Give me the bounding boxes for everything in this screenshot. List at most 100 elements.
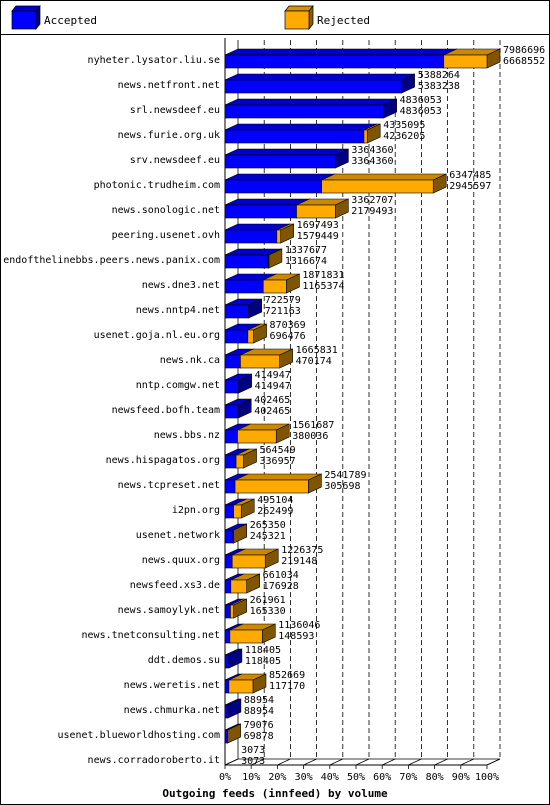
category-label: ddt.demos.su xyxy=(148,655,220,666)
data-label-total: 1697493 xyxy=(297,220,339,231)
bar-rejected xyxy=(267,254,270,269)
legend-swatch xyxy=(11,10,37,30)
data-label-accepted: 219148 xyxy=(281,556,317,567)
tick-line xyxy=(355,758,370,766)
tick-line xyxy=(434,758,448,766)
bar-accepted xyxy=(224,104,384,119)
category-label: news.weretis.net xyxy=(124,680,220,691)
bar-accepted xyxy=(224,529,234,544)
data-label-accepted: 117170 xyxy=(269,681,305,692)
data-label-accepted: 165330 xyxy=(250,606,286,617)
data-label-total: 870369 xyxy=(270,320,306,331)
plot-area: 0% 10% 20% 30% 40% 50% 60% 70% 80% 90% 100% nyheter… xyxy=(3,38,545,783)
data-label-accepted: 118405 xyxy=(245,656,281,667)
legend: Accepted Rejected xyxy=(11,5,370,30)
x-tick-label: 10% xyxy=(242,772,260,783)
category-label: endofthelinebbs.peers.news.panix.com xyxy=(3,255,220,266)
bar-accepted xyxy=(224,129,365,144)
bar-rejected-top xyxy=(234,473,322,481)
bar-accepted-side xyxy=(228,648,243,669)
bar-rejected xyxy=(233,504,242,519)
category-label: nyheter.lysator.liu.se xyxy=(88,55,220,66)
category-label: news.sonologic.net xyxy=(112,205,220,216)
category-label: news.nntp4.net xyxy=(136,305,220,316)
tick-line xyxy=(224,758,239,766)
bar-accepted xyxy=(224,429,238,444)
data-label-total: 852669 xyxy=(269,670,305,681)
data-label-accepted: 69878 xyxy=(244,731,274,742)
data-label-accepted: 470174 xyxy=(296,356,332,367)
category-label: srv.newsdeef.eu xyxy=(130,155,220,166)
legend-swatch xyxy=(284,10,310,30)
bar-accepted-top xyxy=(224,73,415,81)
x-tick-label: 0% xyxy=(219,772,231,783)
category-label: news.quux.org xyxy=(142,555,220,566)
bar-accepted xyxy=(224,629,231,644)
bar-accepted xyxy=(224,604,231,619)
bar-rejected xyxy=(230,604,234,619)
bar-rejected xyxy=(232,529,235,544)
data-label-total: 495104 xyxy=(257,495,293,506)
bar-accepted xyxy=(224,654,230,669)
tick-line xyxy=(408,758,422,766)
data-label-accepted: 262499 xyxy=(257,506,293,517)
data-label-total: 402465 xyxy=(254,395,290,406)
bar-accepted-top xyxy=(224,148,349,156)
bar-accepted xyxy=(224,504,234,519)
data-label-total: 118405 xyxy=(245,645,281,656)
bar-rejected xyxy=(262,279,287,294)
bar-rejected xyxy=(296,204,336,219)
x-tick-label: 50% xyxy=(347,772,365,783)
bar-rejected xyxy=(240,354,280,369)
bar-rejected xyxy=(234,479,309,494)
data-label-total: 661034 xyxy=(263,570,299,581)
bar-accepted-top xyxy=(224,98,397,106)
tick-line xyxy=(460,758,474,766)
bar-accepted xyxy=(224,554,233,569)
category-label: newsfeed.xs3.de xyxy=(130,580,220,591)
data-label-accepted: 176928 xyxy=(263,581,299,592)
data-label-accepted: 3073 xyxy=(241,756,265,767)
x-tick-label: 100% xyxy=(475,772,499,783)
bar-accepted-top xyxy=(224,198,310,206)
data-label-accepted: 2945597 xyxy=(449,181,491,192)
bar-accepted xyxy=(224,454,237,469)
bar-rejected xyxy=(235,454,244,469)
bar-rejected-top xyxy=(321,173,447,181)
category-label: news.corradoroberto.it xyxy=(88,755,220,766)
category-label: news.netfront.net xyxy=(118,80,220,91)
data-label-accepted: 696476 xyxy=(270,331,306,342)
bar-accepted-top xyxy=(224,48,457,56)
category-label: news.dne3.net xyxy=(142,280,220,291)
data-label-total: 1337677 xyxy=(285,245,327,256)
bar-accepted-side xyxy=(227,698,242,719)
bar-accepted-top xyxy=(224,173,335,181)
data-label-total: 7986696 xyxy=(503,45,545,56)
data-label-total: 1226375 xyxy=(281,545,323,556)
legend-swatch-top xyxy=(11,5,41,12)
x-tick-label: 90% xyxy=(452,772,470,783)
data-label-total: 1871831 xyxy=(302,270,344,281)
data-label-accepted: 380036 xyxy=(292,431,328,442)
data-label-total: 564549 xyxy=(260,445,296,456)
data-label-accepted: 148593 xyxy=(278,631,314,642)
data-label-accepted: 5383238 xyxy=(418,81,460,92)
tick-line xyxy=(382,758,396,766)
data-label-total: 1665831 xyxy=(296,345,338,356)
category-label: photonic.trudheim.com xyxy=(94,180,220,191)
data-label-accepted: 245321 xyxy=(250,531,286,542)
category-label: news.nk.ca xyxy=(160,355,220,366)
bar-rejected xyxy=(228,679,254,694)
bar-rejected xyxy=(276,229,281,244)
category-label: news.chmurka.net xyxy=(124,705,220,716)
data-label-accepted: 305698 xyxy=(324,481,360,492)
x-tick-label: 30% xyxy=(295,772,313,783)
data-label-accepted: 1165374 xyxy=(302,281,344,292)
data-label-total: 3364360 xyxy=(351,145,393,156)
bar-rejected-side xyxy=(227,723,241,744)
data-label-accepted: 414947 xyxy=(255,381,291,392)
data-label-total: 6347485 xyxy=(449,170,491,181)
bar-accepted xyxy=(224,379,239,394)
category-label: usenet.blueworldhosting.com xyxy=(57,730,220,741)
tick-line xyxy=(277,758,291,766)
